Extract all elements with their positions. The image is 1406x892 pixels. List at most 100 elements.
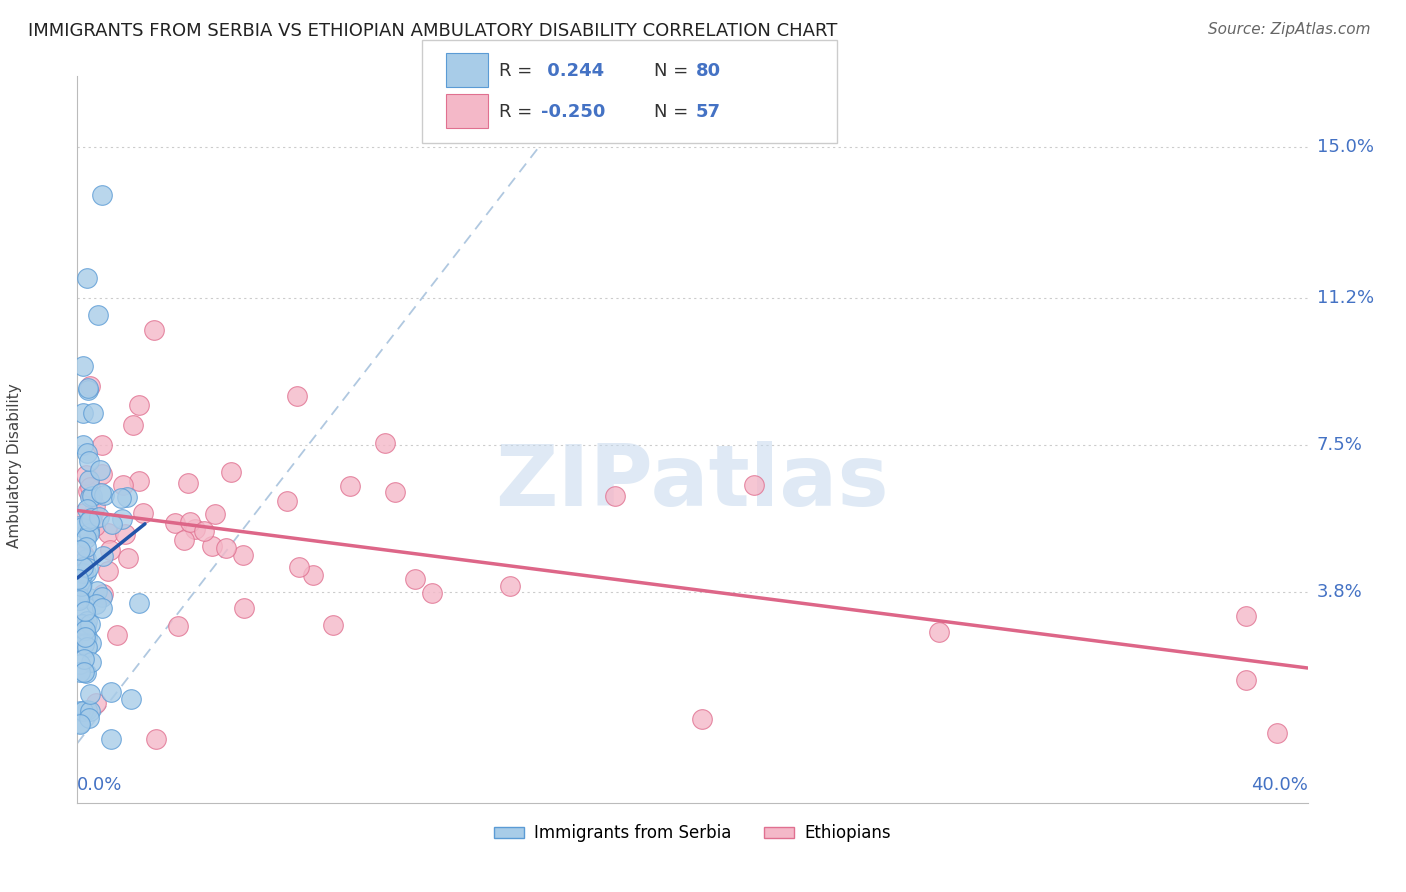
Text: 40.0%: 40.0% xyxy=(1251,776,1308,794)
Point xyxy=(132,506,155,520)
Point xyxy=(69,717,91,731)
Point xyxy=(114,526,136,541)
Point xyxy=(91,549,114,563)
Text: R =: R = xyxy=(499,103,538,121)
Point xyxy=(100,732,122,747)
Point xyxy=(70,520,93,534)
Point xyxy=(93,488,115,502)
Point xyxy=(76,446,98,460)
Point xyxy=(73,548,96,562)
Point xyxy=(76,561,98,575)
Text: N =: N = xyxy=(654,103,693,121)
Point xyxy=(302,568,325,582)
Point xyxy=(285,389,308,403)
Text: 57: 57 xyxy=(696,103,721,121)
Point xyxy=(173,533,195,547)
Point xyxy=(76,703,98,717)
Text: 7.5%: 7.5% xyxy=(1317,436,1362,454)
Point xyxy=(87,308,110,322)
Point xyxy=(84,597,107,611)
Point xyxy=(67,519,90,533)
Point xyxy=(288,560,311,574)
Point xyxy=(374,436,396,450)
Point xyxy=(82,506,104,520)
Point xyxy=(201,540,224,554)
Text: Source: ZipAtlas.com: Source: ZipAtlas.com xyxy=(1208,22,1371,37)
Point xyxy=(128,398,150,412)
Point xyxy=(82,406,104,420)
Point xyxy=(100,684,122,698)
Point xyxy=(219,465,242,479)
Point xyxy=(79,616,101,631)
Point xyxy=(322,617,344,632)
Point xyxy=(742,478,765,492)
Point xyxy=(75,531,97,545)
Point xyxy=(72,359,94,373)
Point xyxy=(73,604,96,618)
Point xyxy=(83,499,105,513)
Point xyxy=(204,508,226,522)
Point xyxy=(91,591,114,605)
Point xyxy=(75,566,97,580)
Point xyxy=(70,577,93,591)
Point xyxy=(97,525,120,540)
Point xyxy=(67,592,90,607)
Point xyxy=(72,407,94,421)
Point xyxy=(86,584,108,599)
Point xyxy=(76,381,98,395)
Point xyxy=(73,652,96,666)
Point xyxy=(420,586,443,600)
Point xyxy=(110,491,132,506)
Point xyxy=(101,517,124,532)
Point xyxy=(77,454,100,468)
Point xyxy=(76,640,98,654)
Point xyxy=(73,665,96,679)
Point xyxy=(404,572,426,586)
Text: 80: 80 xyxy=(696,62,721,79)
Point xyxy=(75,619,97,633)
Point xyxy=(142,323,165,337)
Point xyxy=(80,511,103,525)
Point xyxy=(690,712,713,726)
Point xyxy=(77,711,100,725)
Point xyxy=(77,591,100,606)
Point xyxy=(232,548,254,562)
Point xyxy=(84,697,107,711)
Point xyxy=(90,485,112,500)
Point xyxy=(98,542,121,557)
Point xyxy=(128,474,150,488)
Point xyxy=(339,479,361,493)
Point xyxy=(79,490,101,504)
Point xyxy=(75,467,97,482)
Point xyxy=(1234,609,1257,624)
Point xyxy=(79,480,101,494)
Point xyxy=(69,591,91,606)
Point xyxy=(110,511,132,525)
Point xyxy=(70,579,93,593)
Point xyxy=(80,636,103,650)
Point xyxy=(76,615,98,629)
Point xyxy=(75,665,97,680)
Point xyxy=(603,489,626,503)
Point xyxy=(115,490,138,504)
Text: IMMIGRANTS FROM SERBIA VS ETHIOPIAN AMBULATORY DISABILITY CORRELATION CHART: IMMIGRANTS FROM SERBIA VS ETHIOPIAN AMBU… xyxy=(28,22,838,40)
Point xyxy=(105,628,128,642)
Point xyxy=(77,474,100,488)
Point xyxy=(112,478,135,492)
Point xyxy=(276,494,298,508)
Point xyxy=(69,542,91,557)
Point xyxy=(72,705,94,719)
Point xyxy=(498,579,520,593)
Point xyxy=(121,418,143,433)
Point xyxy=(79,523,101,537)
Point xyxy=(128,596,150,610)
Point xyxy=(91,587,114,601)
Point xyxy=(179,515,201,529)
Point xyxy=(69,705,91,719)
Point xyxy=(183,522,205,536)
Point xyxy=(80,489,103,503)
Point xyxy=(76,501,98,516)
Point xyxy=(80,655,103,669)
Point xyxy=(145,732,167,747)
Text: R =: R = xyxy=(499,62,538,79)
